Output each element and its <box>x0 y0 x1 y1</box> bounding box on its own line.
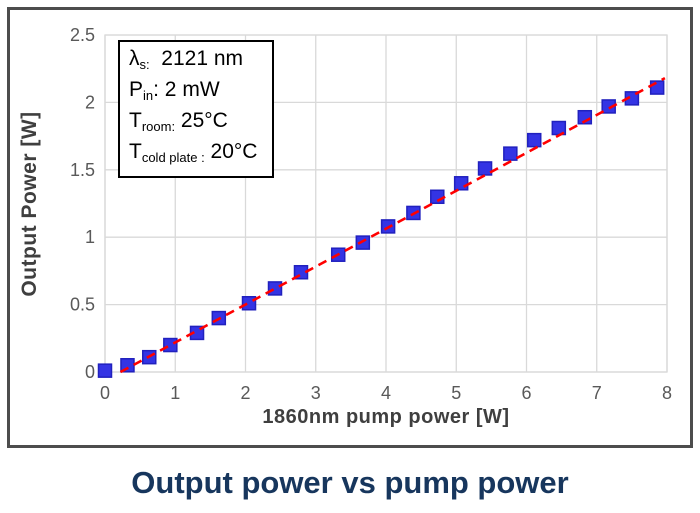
y-axis-title: Output Power [W] <box>18 111 41 297</box>
svg-text:0: 0 <box>85 362 95 382</box>
data-point-marker <box>526 132 542 148</box>
data-point-marker <box>163 337 178 353</box>
annotation-line-3: Troom: 25°C <box>129 109 228 134</box>
data-point-marker <box>267 281 283 296</box>
data-point-marker <box>503 146 518 161</box>
data-points <box>97 80 665 378</box>
svg-text:2.5: 2.5 <box>70 25 95 45</box>
data-point-marker <box>601 99 616 114</box>
annotation-line-2: Pin: 2 mW <box>129 78 220 103</box>
data-point-marker <box>477 161 493 176</box>
svg-text:2: 2 <box>85 92 95 112</box>
svg-text:5: 5 <box>451 383 461 403</box>
svg-text:2: 2 <box>240 383 250 403</box>
svg-text:6: 6 <box>521 383 531 403</box>
svg-text:8: 8 <box>662 383 672 403</box>
svg-text:3: 3 <box>311 383 321 403</box>
figure-caption: Output power vs pump power <box>131 465 569 500</box>
svg-text:0: 0 <box>100 383 110 403</box>
annotation-line-4: Tcold plate : 20°C <box>129 140 258 165</box>
svg-text:0.5: 0.5 <box>70 295 95 315</box>
data-point-marker <box>649 80 665 95</box>
x-tick-labels: 0 1 2 3 4 5 6 7 8 <box>100 383 672 403</box>
svg-text:1: 1 <box>170 383 180 403</box>
data-point-marker <box>97 363 113 378</box>
svg-text:4: 4 <box>381 383 391 403</box>
svg-text:7: 7 <box>592 383 602 403</box>
svg-text:1.5: 1.5 <box>70 160 95 180</box>
data-point-marker <box>430 189 445 205</box>
data-point-marker <box>453 176 469 191</box>
chart-canvas: 0 1 2 3 4 5 6 7 8 0 0.5 1 1.5 2 2.5 <box>70 25 672 403</box>
annotation-box: λs: 2121 nm Pin: 2 mW Troom: 25°C Tcold pla… <box>118 40 274 178</box>
fit-line <box>119 76 666 374</box>
x-axis-title: 1860nm pump power [W] <box>262 406 510 428</box>
y-tick-labels: 0 0.5 1 1.5 2 2.5 <box>70 25 95 382</box>
svg-text:1: 1 <box>85 227 95 247</box>
annotation-line-1: λs: 2121 nm <box>129 47 244 72</box>
